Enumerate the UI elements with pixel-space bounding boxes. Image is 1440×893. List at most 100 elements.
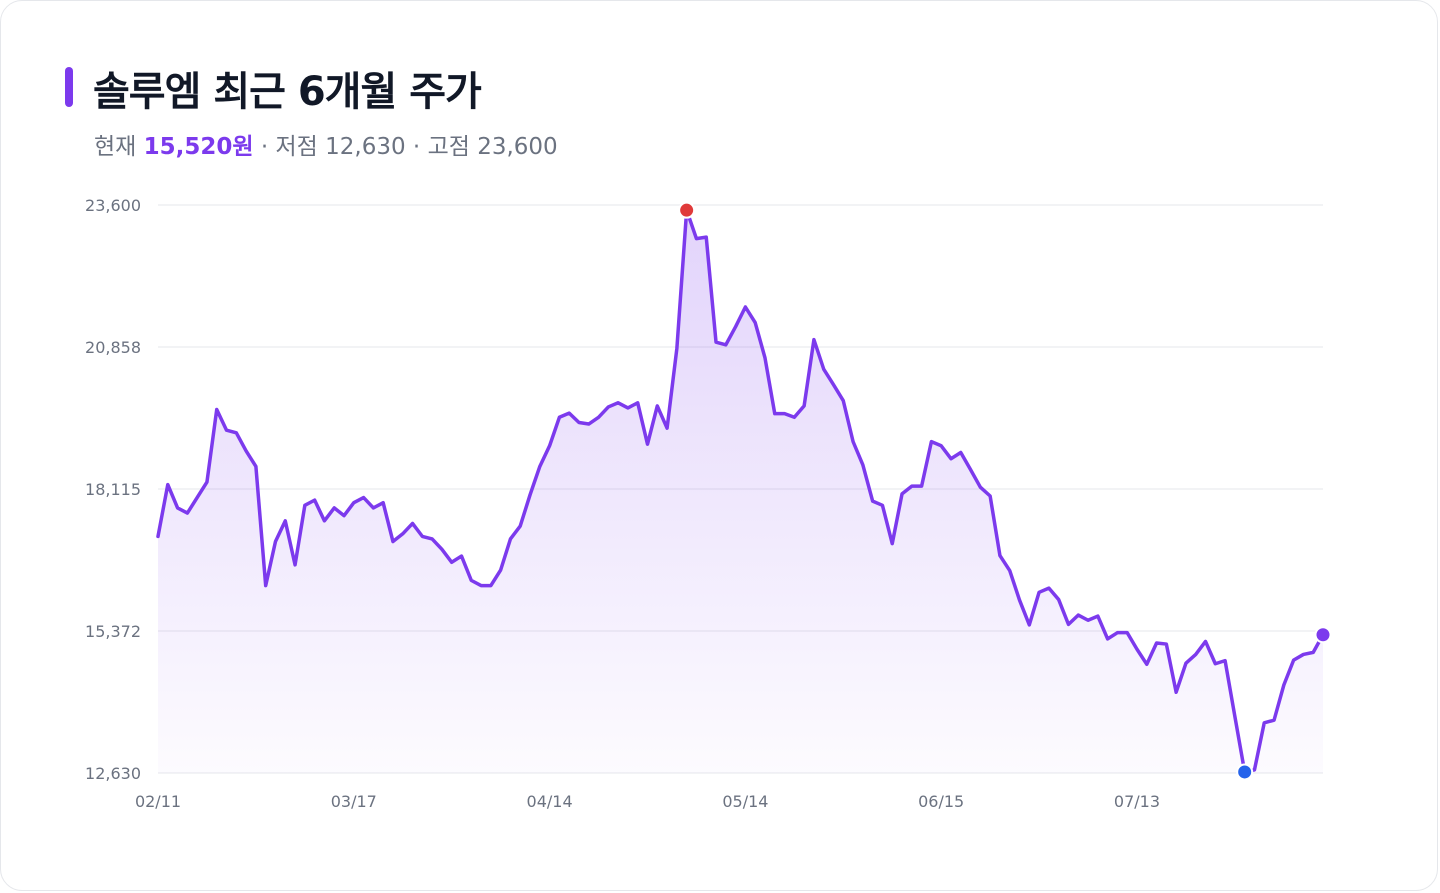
data-point: [832, 383, 835, 386]
current-value: 15,520원: [143, 134, 254, 160]
data-point: [499, 568, 502, 572]
data-point: [313, 498, 316, 502]
data-point: [734, 325, 737, 328]
last-point-marker: [1314, 626, 1332, 644]
data-point: [910, 484, 914, 488]
chart-title: 솔루엠 최근 6개월 주가: [93, 69, 482, 115]
data-point: [587, 422, 590, 426]
data-point: [274, 540, 277, 543]
chart-subtitle: 현재 15,520원 · 저점 12,630 · 고점 23,600: [94, 127, 558, 161]
y-axis-ticks: 12,630 15,372 18,115 20,858 23,600: [85, 196, 141, 783]
data-point: [186, 511, 189, 515]
data-point: [763, 356, 767, 359]
data-point: [1077, 613, 1080, 617]
data-point: [1174, 691, 1178, 694]
data-point: [1086, 619, 1090, 622]
data-point: [695, 237, 698, 240]
data-point: [646, 443, 649, 446]
data-point: [333, 506, 336, 510]
data-point: [1126, 631, 1129, 634]
y-tick-label: 23,600: [85, 196, 141, 215]
data-point: [616, 401, 620, 404]
data-point: [665, 426, 669, 430]
x-tick-label: 04/14: [527, 792, 573, 811]
data-point: [1165, 642, 1168, 646]
low-label: 저점: [275, 134, 318, 160]
high-label: 고점: [427, 134, 470, 160]
data-point: [1106, 637, 1109, 641]
data-point: [362, 496, 365, 499]
data-point: [822, 367, 825, 371]
data-point: [1096, 614, 1100, 618]
y-tick-label: 18,115: [85, 480, 141, 499]
data-point: [264, 584, 267, 587]
low-value: 12,630: [325, 134, 406, 160]
data-point: [1047, 586, 1051, 590]
high-point-marker: [678, 201, 696, 219]
data-point: [1057, 598, 1060, 601]
x-tick-label: 06/15: [918, 792, 964, 811]
data-point: [1263, 721, 1266, 724]
data-point: [1312, 651, 1315, 654]
data-point: [1028, 623, 1031, 627]
data-point: [597, 416, 600, 419]
data-point: [577, 421, 581, 424]
data-point: [411, 522, 414, 525]
x-axis-ticks: 02/11 03/17 04/14 05/14 06/15 07/13: [135, 792, 1160, 811]
price-line: [156, 208, 1325, 774]
data-point: [988, 494, 992, 498]
data-point: [851, 440, 855, 443]
data-point: [871, 499, 874, 503]
data-point: [519, 524, 522, 528]
data-point: [959, 451, 962, 454]
data-point: [1302, 653, 1305, 656]
data-point: [509, 537, 512, 541]
data-point: [812, 338, 816, 341]
data-point: [430, 537, 434, 541]
title-accent-bar: [65, 67, 73, 107]
data-point: [1184, 662, 1188, 665]
low-point-marker: [1236, 763, 1254, 781]
data-point: [254, 465, 258, 468]
data-point: [176, 506, 179, 510]
data-point: [1292, 658, 1295, 662]
data-point: [558, 416, 561, 419]
data-point: [656, 404, 659, 408]
markers: [678, 201, 1332, 781]
data-point: [949, 457, 953, 460]
data-point: [528, 493, 532, 497]
data-point: [440, 548, 444, 551]
data-point: [401, 532, 404, 535]
data-point: [225, 429, 228, 432]
data-point: [489, 584, 493, 587]
current-label: 현재: [94, 134, 137, 160]
separator: ·: [405, 134, 428, 160]
data-point: [626, 406, 630, 410]
data-point: [675, 347, 679, 350]
data-point: [381, 501, 385, 504]
data-point: [421, 535, 424, 538]
data-point: [303, 504, 307, 507]
data-point: [1282, 683, 1286, 687]
data-point: [538, 465, 542, 468]
data-point: [323, 519, 326, 523]
data-point: [891, 542, 894, 545]
data-point: [205, 480, 209, 484]
data-point: [998, 554, 1002, 557]
x-tick-label: 07/13: [1114, 792, 1160, 811]
x-tick-label: 02/11: [135, 792, 181, 811]
data-point: [372, 506, 375, 510]
data-point: [939, 444, 943, 447]
data-point: [1067, 623, 1070, 626]
data-point: [636, 401, 639, 404]
data-point: [1155, 641, 1158, 645]
x-tick-label: 05/14: [722, 792, 768, 811]
data-point: [195, 496, 199, 499]
data-point: [1008, 569, 1011, 572]
data-point: [391, 540, 395, 543]
y-tick-label: 12,630: [85, 764, 141, 783]
data-point: [1018, 598, 1021, 602]
data-point: [166, 483, 169, 486]
